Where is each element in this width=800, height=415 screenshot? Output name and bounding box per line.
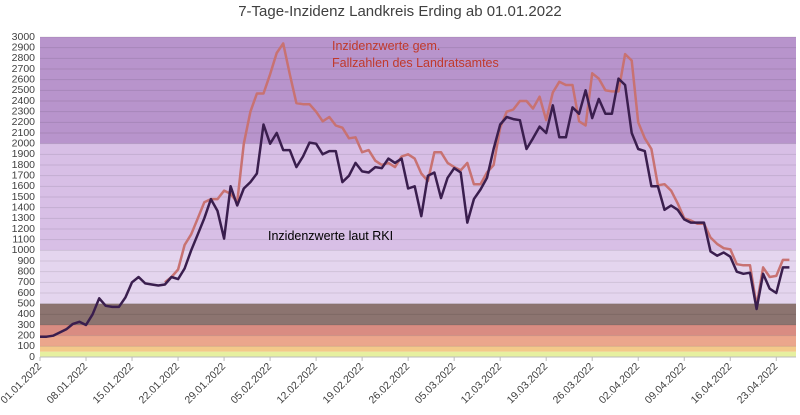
x-tick-label: 01.01.2022 (0, 360, 44, 406)
y-tick-label: 700 (17, 276, 35, 288)
y-tick-label: 2900 (12, 41, 36, 53)
y-tick-label: 1300 (12, 212, 36, 224)
x-tick-label: 05.02.2022 (229, 360, 275, 406)
band (40, 346, 796, 352)
y-tick-label: 2300 (12, 105, 36, 117)
y-tick-label: 2000 (12, 137, 36, 149)
x-tick-label: 09.04.2022 (643, 360, 689, 406)
y-tick-label: 1700 (12, 169, 36, 181)
band (40, 325, 796, 336)
y-tick-label: 2800 (12, 52, 36, 64)
y-tick-label: 400 (17, 308, 35, 320)
band (40, 303, 796, 325)
x-tick-label: 12.02.2022 (275, 360, 321, 406)
y-tick-label: 2700 (12, 63, 36, 75)
y-tick-label: 1000 (12, 244, 36, 256)
x-tick-label: 26.03.2022 (551, 360, 597, 406)
x-tick-label: 15.01.2022 (90, 360, 136, 406)
y-tick-label: 100 (17, 340, 35, 352)
x-tick-label: 19.02.2022 (321, 360, 367, 406)
series-line (40, 77, 790, 338)
x-tick-label: 29.01.2022 (183, 360, 229, 406)
y-tick-label: 500 (17, 297, 35, 309)
band (40, 250, 796, 304)
y-tick-label: 2400 (12, 95, 36, 107)
y-tick-label: 2600 (12, 73, 36, 85)
y-tick-label: 600 (17, 287, 35, 299)
x-tick-label: 02.04.2022 (597, 360, 643, 406)
band (40, 351, 796, 357)
x-tick-label: 26.02.2022 (367, 360, 413, 406)
series-label: Inzidenzwerte gem. Fallzahlen des Landra… (332, 39, 499, 70)
x-tick-label: 05.03.2022 (413, 360, 459, 406)
x-tick-label: 12.03.2022 (459, 360, 505, 406)
y-tick-label: 1900 (12, 148, 36, 160)
x-tick-label: 16.04.2022 (689, 360, 735, 406)
y-tick-label: 3000 (12, 31, 36, 43)
band (40, 37, 796, 144)
y-tick-label: 0 (29, 351, 35, 363)
y-tick-label: 300 (17, 319, 35, 331)
y-tick-label: 1200 (12, 223, 36, 235)
x-tick-label: 08.01.2022 (44, 360, 90, 406)
y-tick-label: 1400 (12, 201, 36, 213)
y-tick-label: 1500 (12, 191, 36, 203)
y-tick-label: 200 (17, 329, 35, 341)
chart-title: 7-Tage-Inzidenz Landkreis Erding ab 01.0… (238, 3, 562, 20)
y-tick-label: 800 (17, 265, 35, 277)
x-tick-label: 23.04.2022 (735, 360, 781, 406)
x-tick-label: 19.03.2022 (505, 360, 551, 406)
y-tick-label: 1600 (12, 180, 36, 192)
x-tick-label: 22.01.2022 (136, 360, 182, 406)
y-tick-label: 1100 (12, 233, 35, 245)
y-tick-label: 2500 (12, 84, 36, 96)
y-tick-label: 900 (17, 255, 35, 267)
y-tick-label: 2200 (12, 116, 36, 128)
y-tick-label: 1800 (12, 159, 36, 171)
series-label: Inzidenzwerte laut RKI (268, 229, 394, 243)
band (40, 335, 796, 347)
y-tick-label: 2100 (12, 127, 36, 139)
